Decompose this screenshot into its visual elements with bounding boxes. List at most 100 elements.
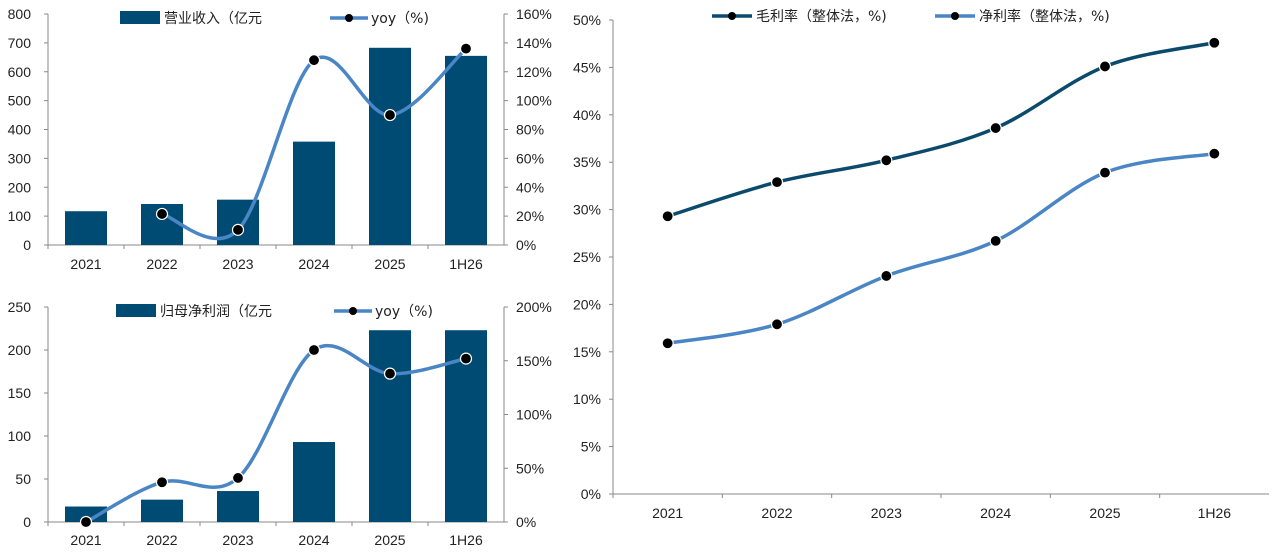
y-tick-label: 10% — [573, 391, 601, 407]
y2-tick-label: 50% — [516, 460, 544, 476]
y-tick-label: 15% — [573, 344, 601, 360]
x-tick-label: 1H26 — [449, 532, 483, 548]
series-point — [661, 210, 674, 223]
yoy-point — [155, 207, 169, 221]
y-tick-label: 400 — [8, 122, 32, 138]
y-tick-label: 300 — [8, 150, 32, 166]
y-tick-label: 20% — [573, 296, 601, 312]
y2-tick-label: 140% — [516, 35, 552, 51]
legend-line-marker — [728, 12, 736, 20]
y-tick-label: 500 — [8, 93, 32, 109]
y-tick-label: 800 — [8, 6, 32, 22]
y-tick-label: 50% — [573, 12, 601, 28]
y-tick-label: 100 — [8, 208, 32, 224]
yoy-point — [155, 476, 169, 489]
x-tick-label: 2025 — [374, 256, 405, 272]
bar — [369, 330, 411, 522]
legend-line-marker — [951, 12, 959, 20]
x-tick-label: 2023 — [222, 256, 253, 272]
bar — [65, 506, 107, 522]
y-tick-label: 25% — [573, 249, 601, 265]
bar — [217, 491, 259, 522]
y-tick-label: 150 — [8, 385, 32, 401]
yoy-point — [79, 515, 93, 529]
legend-line-label: yoy（%) — [371, 11, 429, 27]
legend-line-label: yoy（%) — [375, 304, 433, 320]
series-point — [1208, 147, 1221, 160]
series-point — [880, 269, 893, 283]
legend-bar-label: 营业收入（亿元 — [164, 11, 262, 27]
series-point — [1098, 60, 1112, 73]
y2-tick-label: 120% — [516, 64, 552, 80]
bar — [445, 55, 487, 246]
y-tick-label: 100 — [8, 428, 32, 444]
series-point — [989, 234, 1002, 247]
yoy-point — [459, 42, 473, 55]
series-point — [770, 176, 784, 189]
series-line — [667, 41, 1215, 218]
x-tick-label: 2024 — [298, 256, 329, 272]
yoy-point — [231, 471, 245, 485]
bar — [65, 211, 107, 245]
x-tick-label: 2021 — [652, 505, 683, 521]
x-tick-label: 2025 — [374, 532, 405, 548]
legend-bar-label: 归母净利润（亿元 — [160, 303, 272, 320]
yoy-point — [459, 352, 473, 365]
series-point — [989, 121, 1002, 135]
x-tick-label: 2025 — [1089, 505, 1120, 521]
yoy-point — [307, 54, 321, 67]
revenue-chart: 0 100 200 300 400 500 600 700 800 0% 20% 40% 60% 80% 1… — [8, 6, 552, 272]
net-profit-chart: 0 50 100 150 200 250 0% 50% 100% 150% 200% 2021 2022… — [8, 299, 552, 548]
y-tick-label: 250 — [8, 299, 32, 315]
legend-bar-swatch — [120, 11, 160, 24]
series-point — [1208, 36, 1221, 49]
series-point — [880, 154, 893, 167]
y2-tick-label: 150% — [516, 353, 552, 369]
y2-tick-label: 100% — [516, 93, 552, 109]
margin-chart: 0% 5% 10% 15% 20% 25% 30% 35% 40% 45% 50% 2021 2022 2… — [573, 8, 1269, 521]
x-tick-label: 1H26 — [449, 256, 483, 272]
yoy-point — [231, 223, 245, 236]
x-tick-label: 2021 — [70, 532, 101, 548]
bar — [293, 141, 335, 245]
x-tick-label: 2021 — [70, 256, 101, 272]
y-tick-label: 30% — [573, 202, 601, 218]
series-line — [667, 151, 1215, 345]
y-tick-label: 0% — [581, 486, 601, 502]
x-tick-label: 2022 — [146, 532, 177, 548]
legend-line-marker — [345, 14, 353, 22]
y2-tick-label: 0% — [516, 514, 536, 530]
y2-tick-label: 80% — [516, 122, 544, 138]
legend-label: 毛利率（整体法，%) — [756, 8, 887, 25]
y2-tick-label: 0% — [516, 237, 536, 253]
legend-label: 净利率（整体法，%) — [979, 8, 1110, 25]
y-tick-label: 200 — [8, 342, 32, 358]
y2-tick-label: 20% — [516, 208, 544, 224]
y-tick-label: 45% — [573, 59, 601, 75]
x-tick-label: 2022 — [761, 505, 792, 521]
y-tick-label: 50 — [15, 471, 31, 487]
series-point — [661, 337, 674, 350]
y-tick-label: 0 — [23, 237, 31, 253]
yoy-point — [383, 367, 397, 380]
yoy-point — [307, 343, 321, 357]
bar — [293, 442, 335, 522]
x-tick-label: 2023 — [222, 532, 253, 548]
y2-tick-label: 160% — [516, 6, 552, 22]
y-tick-label: 5% — [581, 439, 601, 455]
y-tick-label: 200 — [8, 179, 32, 195]
y2-tick-label: 40% — [516, 179, 544, 195]
y2-tick-label: 60% — [516, 150, 544, 166]
y-tick-label: 40% — [573, 107, 601, 123]
x-tick-label: 1H26 — [1198, 505, 1232, 521]
y-tick-label: 35% — [573, 154, 601, 170]
x-tick-label: 2022 — [146, 256, 177, 272]
x-tick-label: 2023 — [871, 505, 902, 521]
y-tick-label: 600 — [8, 64, 32, 80]
series-point — [770, 318, 784, 331]
bar — [141, 499, 183, 522]
y2-tick-label: 100% — [516, 407, 552, 423]
y-tick-label: 0 — [23, 514, 31, 530]
x-tick-label: 2024 — [980, 505, 1011, 521]
